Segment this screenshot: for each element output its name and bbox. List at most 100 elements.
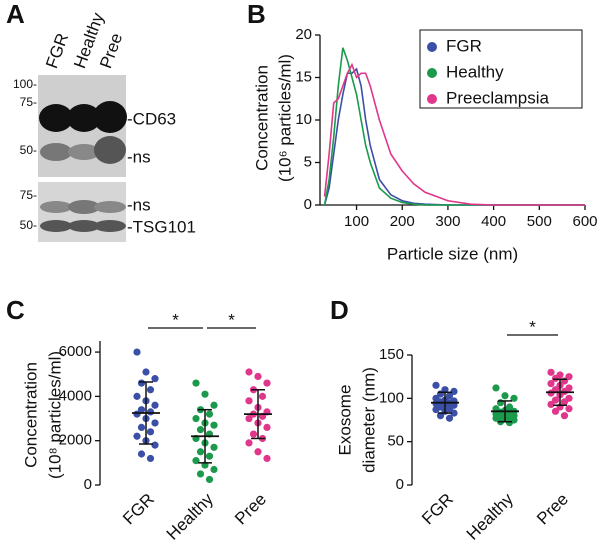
data-point — [450, 409, 458, 417]
band — [68, 144, 100, 160]
panel-label: B — [247, 0, 266, 29]
significance-label: * — [228, 310, 235, 329]
band — [40, 143, 72, 161]
data-point — [192, 379, 200, 387]
data-point — [245, 397, 253, 405]
data-point — [501, 392, 509, 400]
data-point — [146, 386, 155, 394]
data-point — [245, 414, 253, 423]
y-tick-label: 6000 — [59, 343, 92, 360]
data-point — [254, 448, 262, 456]
series-line — [323, 62, 585, 206]
y-tick-label: 15 — [295, 68, 312, 85]
band-label: -CD63 — [127, 109, 176, 128]
y-tick-label: 50 — [387, 433, 404, 450]
panel-label: A — [6, 0, 25, 29]
data-point — [151, 401, 159, 409]
y-tick-label: 100 — [379, 389, 404, 406]
lane-label: FGR — [42, 31, 72, 71]
x-tick-label: Pree — [231, 490, 270, 529]
series-line — [323, 47, 585, 206]
x-tick-label: FGR — [119, 490, 158, 529]
legend-label: Healthy — [446, 62, 504, 81]
band — [94, 136, 126, 164]
data-point — [137, 423, 146, 431]
data-point — [142, 368, 150, 376]
data-point — [133, 392, 141, 400]
data-point — [205, 410, 214, 418]
band — [39, 104, 73, 132]
data-point — [146, 454, 155, 463]
y-tick-label: 150 — [379, 346, 404, 363]
y-tick-label: 10 — [295, 111, 312, 128]
data-point — [137, 379, 146, 387]
data-point — [205, 475, 214, 484]
data-point — [151, 441, 159, 449]
panel-label: C — [6, 295, 25, 325]
data-point — [505, 419, 514, 427]
data-point — [137, 406, 146, 414]
y-tick-label: 0 — [304, 196, 312, 213]
data-point — [192, 414, 200, 423]
data-point — [436, 412, 445, 420]
band — [67, 104, 101, 132]
data-point — [258, 392, 267, 400]
data-point — [263, 454, 271, 463]
data-point — [146, 408, 155, 416]
data-point — [196, 470, 205, 478]
x-tick-label: 600 — [572, 213, 597, 230]
data-point — [210, 443, 218, 451]
x-tick-label: Healthy — [463, 489, 518, 544]
data-point — [445, 392, 454, 400]
band — [68, 200, 100, 214]
x-tick-label: 100 — [344, 213, 369, 230]
data-point — [192, 457, 200, 465]
legend-marker — [427, 42, 437, 52]
legend-marker — [427, 68, 437, 78]
data-point — [133, 410, 141, 418]
y-axis-label: Concentration — [21, 362, 40, 468]
x-tick-label: 300 — [435, 213, 460, 230]
data-point — [450, 387, 458, 395]
data-point — [205, 452, 214, 460]
lane-label: Pree — [96, 31, 126, 71]
ladder-label: 75- — [20, 95, 37, 109]
y-tick-label: 2000 — [59, 432, 92, 449]
data-point — [263, 379, 271, 387]
data-point — [133, 432, 141, 440]
data-point — [441, 386, 449, 394]
x-axis-label: Particle size (nm) — [387, 244, 518, 263]
significance-label: * — [529, 317, 536, 336]
band-label: -TSG101 — [127, 217, 196, 236]
data-point — [565, 373, 573, 381]
data-point — [547, 380, 555, 388]
data-point — [432, 381, 440, 389]
y-tick-label: 4000 — [59, 387, 92, 404]
ladder-label: 75- — [20, 188, 37, 202]
data-point — [196, 448, 205, 456]
y-tick-label: 0 — [396, 476, 404, 493]
y-tick-label: 0 — [84, 476, 92, 493]
band — [93, 101, 127, 133]
data-point — [551, 396, 560, 404]
ladder-label: 100- — [13, 77, 37, 91]
legend-label: Preeclampsia — [446, 88, 550, 107]
data-point — [210, 465, 218, 474]
data-point — [560, 412, 569, 420]
data-point — [492, 384, 500, 392]
data-point — [551, 374, 560, 382]
data-point — [151, 375, 159, 383]
x-tick-label: 500 — [527, 213, 552, 230]
legend-label: FGR — [446, 36, 482, 55]
data-point — [254, 372, 262, 381]
data-point — [432, 406, 440, 414]
band-label: -ns — [127, 195, 151, 214]
data-point — [560, 398, 569, 406]
data-point — [496, 399, 505, 407]
y-axis-label: (10⁸ particles/ml) — [45, 351, 64, 479]
data-point — [263, 423, 271, 431]
x-tick-label: 200 — [390, 213, 415, 230]
data-point — [137, 450, 146, 458]
data-point — [510, 394, 518, 402]
